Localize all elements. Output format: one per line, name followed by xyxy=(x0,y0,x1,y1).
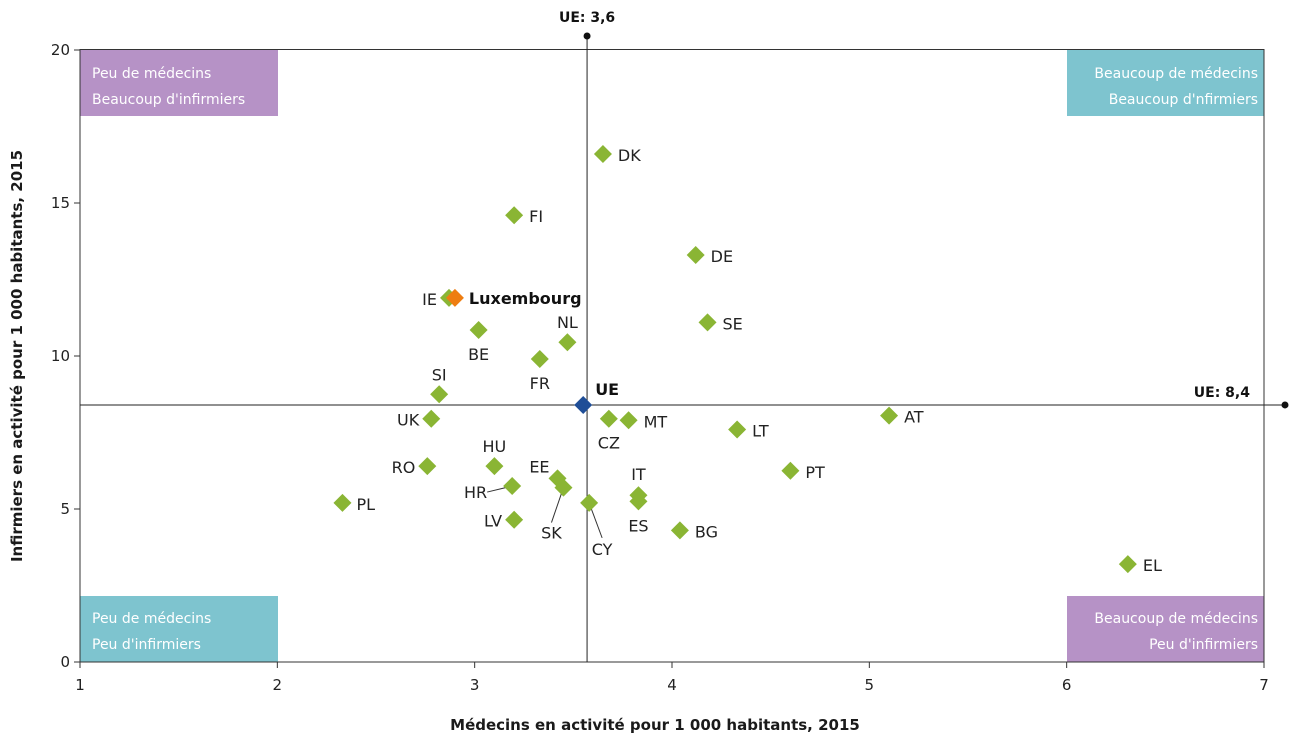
x-tick-label-4: 5 xyxy=(865,676,875,694)
x-tick-label-0: 1 xyxy=(75,676,85,694)
quadrant-bottom-right-line2: Peu d'infirmiers xyxy=(1149,637,1258,653)
chart-marks: 1 2 3 4 5 6 7 0 5 10 15 20 DK FI DE IE SE BE NL FR SI UK CZ MT L… xyxy=(51,32,1289,694)
point-label-hr: HR xyxy=(464,483,487,502)
point-label-hu: HU xyxy=(483,437,507,456)
quadrant-bottom-right-box xyxy=(1067,596,1264,662)
quadrant-bottom-left-box xyxy=(80,596,278,662)
quadrant-bottom-right: Beaucoup de médecins Peu d'infirmiers xyxy=(1067,596,1264,662)
point-label-bg: BG xyxy=(695,522,718,541)
point-bg xyxy=(670,521,689,540)
eu-y-reference-label: UE: 8,4 xyxy=(1194,385,1250,401)
point-label-at: AT xyxy=(904,408,924,427)
quadrant-bottom-right-line1: Beaucoup de médecins xyxy=(1094,611,1258,627)
x-tick-label-1: 2 xyxy=(273,676,283,694)
point-si xyxy=(430,385,449,404)
x-tick-label-5: 6 xyxy=(1062,676,1072,694)
point-el xyxy=(1118,555,1137,574)
point-label-ee: EE xyxy=(529,457,549,476)
point-label-el: EL xyxy=(1143,556,1162,575)
quadrant-bottom-left-line1: Peu de médecins xyxy=(92,611,211,627)
quadrant-top-right-box xyxy=(1067,50,1264,116)
quadrant-bottom-left-line2: Peu d'infirmiers xyxy=(92,637,201,653)
point-fr xyxy=(530,350,549,369)
y-tick-label-0: 0 xyxy=(60,653,70,671)
point-label-uk: UK xyxy=(397,411,420,430)
eu-x-reference-dot xyxy=(583,32,591,40)
point-pl xyxy=(333,493,352,512)
x-axis-title: Médecins en activité pour 1 000 habitant… xyxy=(450,716,860,734)
point-label-si: SI xyxy=(432,365,447,384)
point-hr xyxy=(503,477,522,496)
quadrant-top-left-box xyxy=(80,50,278,116)
point-nl xyxy=(558,333,577,352)
quadrant-top-right-line2: Beaucoup d'nfirmiers xyxy=(1109,92,1258,108)
quadrant-top-right-line1: Beaucoup de médecins xyxy=(1094,66,1258,82)
point-label-de: DE xyxy=(711,247,733,266)
point-be xyxy=(469,320,488,339)
point-luxembourg xyxy=(445,288,464,307)
eu-x-reference-label: UE: 3,6 xyxy=(559,10,615,26)
quadrant-top-left-line2: Beaucoup d'infirmiers xyxy=(92,92,245,108)
point-lt xyxy=(728,420,747,439)
point-cz xyxy=(599,409,618,428)
point-label-luxembourg: Luxembourg xyxy=(469,289,582,308)
point-label-mt: MT xyxy=(644,412,668,431)
point-label-it: IT xyxy=(631,465,646,484)
point-sk xyxy=(554,478,573,497)
point-dk xyxy=(593,145,612,164)
point-label-fi: FI xyxy=(529,207,543,226)
point-label-lv: LV xyxy=(484,512,502,531)
y-tick-label-3: 15 xyxy=(51,194,70,212)
point-fi xyxy=(505,206,524,225)
point-label-ie: IE xyxy=(422,290,437,309)
point-label-pl: PL xyxy=(356,495,375,514)
y-axis-title: Infirmiers en activité pour 1 000 habita… xyxy=(8,150,26,562)
point-label-lt: LT xyxy=(752,421,769,440)
quadrant-top-right: Beaucoup de médecins Beaucoup d'nfirmier… xyxy=(1067,50,1264,116)
point-hu xyxy=(485,457,504,476)
x-tick-label-3: 4 xyxy=(667,676,677,694)
point-label-es: ES xyxy=(628,516,648,535)
point-label-eu: UE xyxy=(595,380,619,399)
x-tick-label-6: 7 xyxy=(1259,676,1269,694)
y-tick-label-4: 20 xyxy=(51,41,70,59)
point-label-dk: DK xyxy=(618,146,641,165)
point-es xyxy=(629,492,648,511)
eu-y-reference-dot xyxy=(1281,401,1289,409)
point-label-se: SE xyxy=(723,314,743,333)
x-tick-label-2: 3 xyxy=(470,676,480,694)
plot-frame xyxy=(79,49,1265,663)
point-cy xyxy=(580,493,599,512)
point-label-nl: NL xyxy=(557,313,578,332)
point-label-cz: CZ xyxy=(598,434,620,453)
point-de xyxy=(686,246,705,265)
point-uk xyxy=(422,409,441,428)
point-at xyxy=(880,406,899,425)
point-eu xyxy=(574,395,593,414)
quadrant-top-left: Peu de médecins Beaucoup d'infirmiers xyxy=(80,50,278,116)
point-se xyxy=(698,313,717,332)
point-label-cy: CY xyxy=(592,540,613,559)
y-tick-label-2: 10 xyxy=(51,347,70,365)
point-label-fr: FR xyxy=(530,374,550,393)
quadrant-top-left-line1: Peu de médecins xyxy=(92,66,211,82)
point-lv xyxy=(505,510,524,529)
quadrant-bottom-left: Peu de médecins Peu d'infirmiers xyxy=(80,596,278,662)
point-label-pt: PT xyxy=(805,463,825,482)
point-label-be: BE xyxy=(468,345,489,364)
point-label-ro: RO xyxy=(392,458,416,477)
point-mt xyxy=(619,411,638,430)
point-label-sk: SK xyxy=(541,524,562,543)
y-tick-label-1: 5 xyxy=(60,500,70,518)
point-pt xyxy=(781,461,800,480)
point-ro xyxy=(418,457,437,476)
